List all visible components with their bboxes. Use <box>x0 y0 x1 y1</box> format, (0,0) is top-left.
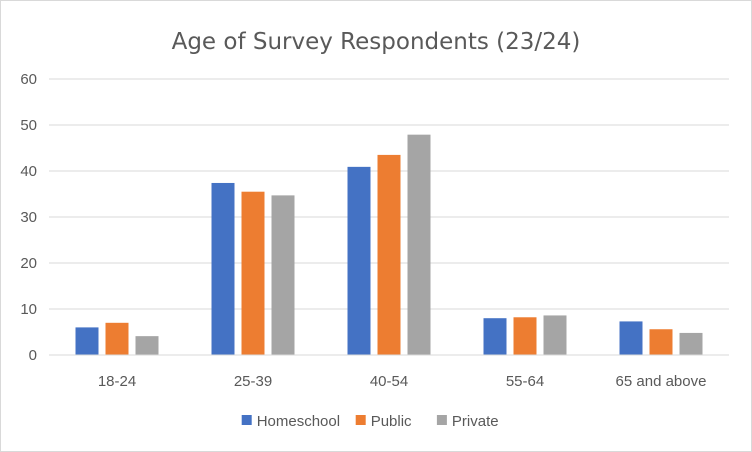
bars <box>75 134 703 355</box>
x-tick-label: 25-39 <box>234 373 272 390</box>
y-axis-ticks: 0 10 20 30 40 50 60 <box>20 71 37 364</box>
legend-label: Private <box>452 413 499 430</box>
bar-homeschool-25-39 <box>211 182 235 355</box>
x-axis-ticks: 18-24 25-39 40-54 55-64 65 and above <box>98 373 707 390</box>
bar-homeschool-55-64 <box>483 318 507 355</box>
y-tick-label: 60 <box>20 71 37 88</box>
bar-public-40-54 <box>377 154 401 355</box>
y-tick-label: 50 <box>20 117 37 134</box>
bar-private-18-24 <box>135 336 159 355</box>
chart-title: Age of Survey Respondents (23/24) <box>172 29 581 55</box>
legend-swatch <box>241 415 252 425</box>
x-tick-label: 55-64 <box>506 373 544 390</box>
legend: Homeschool Public Private <box>241 413 499 430</box>
y-tick-label: 40 <box>20 163 37 180</box>
x-tick-label: 40-54 <box>370 373 408 390</box>
legend-item-private: Private <box>436 413 499 430</box>
x-tick-label: 18-24 <box>98 373 136 390</box>
bar-homeschool-40-54 <box>347 166 371 355</box>
legend-item-homeschool: Homeschool <box>241 413 340 430</box>
y-tick-label: 10 <box>20 301 37 318</box>
y-tick-label: 30 <box>20 209 37 226</box>
bar-public-65-and-above <box>649 329 673 355</box>
bar-homeschool-65-and-above <box>619 321 643 355</box>
bar-public-55-64 <box>513 317 537 355</box>
bar-private-40-54 <box>407 134 431 355</box>
bar-public-18-24 <box>105 322 129 355</box>
y-tick-label: 0 <box>29 347 37 364</box>
bar-public-25-39 <box>241 191 265 355</box>
legend-label: Homeschool <box>257 413 340 430</box>
bar-homeschool-18-24 <box>75 327 99 355</box>
bar-private-65-and-above <box>679 332 703 355</box>
bar-private-55-64 <box>543 315 567 355</box>
y-tick-label: 20 <box>20 255 37 272</box>
bar-private-25-39 <box>271 195 295 355</box>
legend-swatch <box>436 415 447 425</box>
x-tick-label: 65 and above <box>616 373 707 390</box>
legend-item-public: Public <box>355 413 412 430</box>
legend-label: Public <box>371 413 412 430</box>
legend-swatch <box>355 415 366 425</box>
